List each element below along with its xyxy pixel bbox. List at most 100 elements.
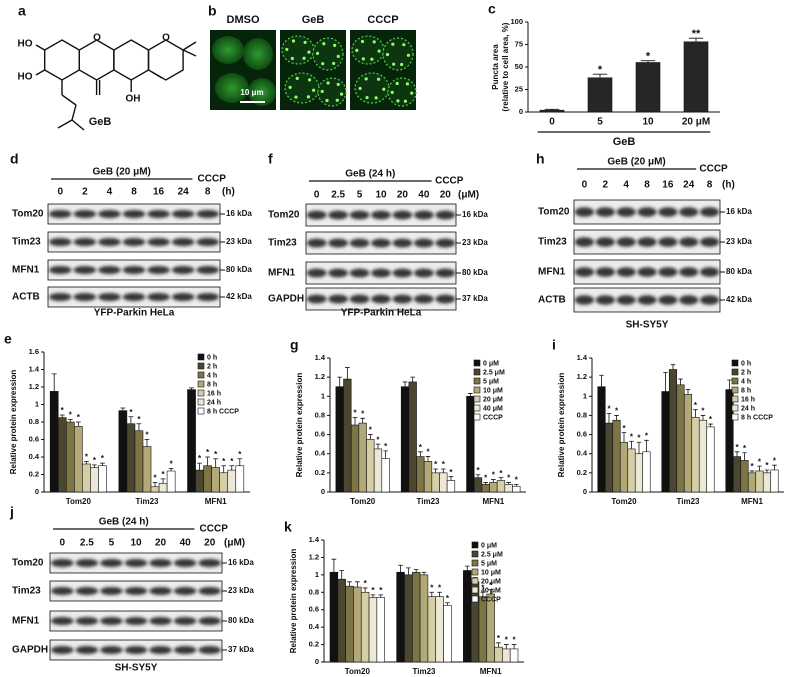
band — [198, 617, 222, 625]
panel-label: d — [10, 151, 19, 167]
size-label: 80 kDa — [462, 268, 488, 277]
error-bar — [644, 439, 649, 452]
legend-swatch — [197, 362, 205, 370]
legend-swatch — [473, 386, 481, 394]
error-bar — [347, 581, 352, 587]
significance: * — [430, 583, 434, 592]
lane-unit: (h) — [722, 180, 735, 191]
control-label: CCCP — [699, 164, 728, 175]
bar — [604, 422, 614, 493]
error-bar — [160, 478, 166, 484]
bar — [360, 591, 370, 663]
band — [699, 237, 720, 247]
panel-label: b — [208, 3, 217, 19]
bar — [762, 472, 772, 493]
significance: * — [484, 474, 488, 483]
band — [124, 646, 148, 654]
band — [73, 293, 97, 301]
significance: * — [645, 431, 649, 440]
legend-swatch — [731, 368, 739, 376]
band — [371, 268, 391, 278]
y-tick-label: 0.6 — [315, 430, 325, 439]
band — [124, 617, 148, 625]
error-bar — [205, 456, 211, 466]
error-bar — [67, 418, 73, 422]
error-bar — [144, 439, 150, 447]
band — [658, 237, 678, 247]
puncta — [290, 56, 294, 61]
band — [48, 266, 72, 274]
error-bar — [229, 465, 235, 471]
y-axis-label: (relative to cell area, %) — [501, 22, 510, 111]
bar — [512, 485, 521, 493]
size-label: 23 kDa — [226, 237, 252, 246]
error-bar — [152, 481, 158, 487]
bar — [343, 378, 352, 493]
legend-swatch — [471, 550, 479, 558]
puncta — [306, 95, 311, 99]
protein-name: GAPDH — [268, 294, 304, 305]
bar — [368, 597, 378, 663]
protein-name: Tim23 — [538, 237, 567, 248]
protein-name: Tim23 — [12, 586, 41, 597]
puncta — [377, 49, 381, 53]
band — [173, 646, 197, 654]
bar — [335, 386, 344, 493]
legend-label: 8 h — [741, 387, 751, 394]
size-label: 16 kDa — [726, 207, 752, 216]
band — [198, 559, 222, 567]
error-bar — [511, 644, 517, 649]
significance: * — [743, 444, 747, 453]
band — [349, 238, 370, 248]
puncta — [335, 98, 339, 102]
bar — [478, 596, 488, 663]
legend-swatch — [731, 404, 739, 412]
legend-label: 40 μM — [483, 405, 503, 412]
legend-label: 2.5 μM — [481, 551, 503, 558]
y-tick-label: 1.2 — [315, 372, 325, 381]
band — [73, 210, 97, 218]
image-title: DMSO — [227, 14, 260, 26]
error-bar — [331, 558, 337, 573]
y-tick-label: 0 — [583, 487, 587, 496]
significance: * — [499, 469, 503, 478]
band — [574, 207, 595, 217]
legend-swatch — [473, 368, 481, 376]
band — [50, 646, 74, 654]
bar — [423, 461, 433, 493]
puncta — [403, 99, 407, 103]
bar — [740, 460, 749, 493]
legend-label: 8 h CCCP — [741, 414, 773, 421]
band — [149, 559, 172, 567]
band — [173, 587, 197, 595]
legend-label: 20 μM — [483, 396, 503, 403]
bar — [642, 451, 651, 493]
band — [147, 266, 170, 274]
band — [595, 267, 615, 277]
protein-name: Tom20 — [268, 210, 300, 221]
error-bar — [693, 409, 698, 418]
error-bar — [83, 460, 89, 464]
error-bar — [120, 407, 126, 411]
band — [98, 266, 121, 274]
error-bar — [491, 479, 496, 483]
band — [392, 238, 413, 248]
legend-label: 24 h — [207, 399, 221, 406]
size-label: 16 kDa — [462, 210, 488, 219]
y-axis-label: Relative protein expression — [295, 373, 304, 478]
band — [173, 559, 197, 567]
significance: * — [162, 470, 166, 479]
x-tick-label: Tom20 — [611, 497, 637, 506]
error-bar — [425, 456, 431, 462]
y-tick-label: 1.6 — [29, 347, 39, 356]
band — [637, 295, 657, 305]
puncta — [402, 43, 406, 47]
band — [98, 293, 121, 301]
significance: * — [77, 413, 81, 422]
error-bar — [375, 443, 381, 449]
bar — [408, 381, 417, 493]
significance: * — [646, 51, 651, 63]
significance: * — [364, 579, 368, 588]
error-bar — [464, 565, 470, 571]
